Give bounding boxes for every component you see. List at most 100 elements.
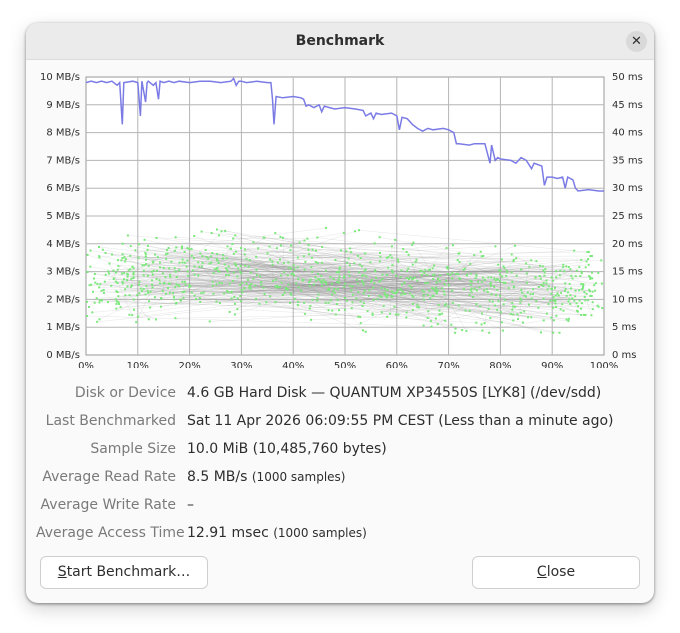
access-point — [271, 260, 274, 263]
seek-line — [165, 274, 288, 294]
seek-line — [392, 290, 423, 297]
seek-line — [318, 269, 431, 280]
access-point — [370, 280, 373, 283]
access-point — [554, 298, 557, 301]
access-point — [410, 286, 413, 289]
access-point — [573, 299, 576, 302]
access-point — [391, 264, 394, 267]
access-point — [543, 274, 546, 277]
seek-line — [99, 299, 340, 311]
access-point — [464, 309, 467, 312]
seek-line — [164, 282, 511, 315]
access-point — [94, 281, 97, 284]
access-point — [470, 291, 473, 294]
seek-line — [392, 264, 443, 289]
access-point — [499, 273, 502, 276]
seek-line — [228, 259, 582, 293]
access-point — [310, 266, 313, 269]
access-point — [96, 283, 99, 286]
access-point — [108, 262, 111, 265]
access-point — [433, 264, 436, 267]
access-point — [405, 316, 408, 319]
access-point — [154, 253, 157, 256]
access-point — [114, 298, 117, 301]
access-point — [517, 318, 520, 321]
close-icon[interactable]: ✕ — [626, 31, 647, 52]
access-point — [138, 283, 141, 286]
access-point — [115, 290, 118, 293]
seek-line — [329, 288, 364, 331]
access-point — [316, 236, 319, 239]
seek-line — [131, 271, 153, 280]
access-point — [311, 248, 314, 251]
access-point — [348, 284, 351, 287]
access-point — [357, 271, 360, 274]
access-point — [158, 279, 161, 282]
access-point — [582, 284, 585, 287]
access-point — [290, 267, 293, 270]
seek-line — [379, 281, 542, 333]
access-point — [499, 294, 502, 297]
seek-line — [349, 275, 567, 297]
access-point — [415, 258, 418, 261]
seek-line — [360, 275, 468, 324]
seek-line — [133, 309, 157, 320]
seek-line — [325, 302, 490, 334]
seek-line — [105, 274, 403, 292]
access-point — [405, 251, 408, 254]
seek-line — [330, 276, 491, 287]
access-point — [473, 287, 476, 290]
seek-line — [358, 272, 449, 307]
access-point — [173, 249, 176, 252]
close-button[interactable]: Close — [472, 556, 640, 589]
access-point — [149, 306, 152, 309]
access-point — [389, 254, 392, 257]
access-point — [126, 275, 129, 278]
seek-line — [325, 276, 401, 283]
seek-line — [127, 273, 584, 288]
seek-line — [279, 259, 299, 303]
access-point — [414, 260, 417, 263]
seek-line — [206, 256, 582, 290]
access-point — [110, 253, 113, 256]
access-point — [243, 253, 246, 256]
seek-line — [152, 262, 188, 272]
access-point — [427, 310, 430, 313]
access-point — [146, 289, 149, 292]
access-point — [487, 307, 490, 310]
access-point — [175, 283, 178, 286]
seek-line — [161, 277, 166, 299]
chart-grid — [86, 77, 604, 355]
access-point — [478, 286, 481, 289]
access-point — [198, 296, 201, 299]
access-point — [274, 232, 277, 235]
access-point — [325, 283, 328, 286]
access-point — [574, 275, 577, 278]
seek-line — [347, 262, 573, 299]
access-point — [125, 279, 128, 282]
seek-line — [124, 256, 589, 260]
seek-line — [517, 266, 530, 320]
access-point — [309, 304, 312, 307]
access-point — [89, 265, 92, 268]
access-point — [182, 296, 185, 299]
access-point — [362, 292, 365, 295]
access-point — [557, 294, 560, 297]
seek-line — [412, 259, 417, 279]
seek-line — [290, 249, 522, 301]
access-point — [104, 273, 107, 276]
access-point — [600, 282, 603, 285]
x-tick-label: 60% — [386, 361, 408, 368]
access-point — [438, 309, 441, 312]
access-point — [290, 273, 293, 276]
access-point — [451, 301, 454, 304]
access-point — [569, 302, 572, 305]
access-point — [554, 302, 557, 305]
start-benchmark-button[interactable]: Start Benchmark… — [40, 556, 208, 589]
access-point — [138, 280, 141, 283]
access-point — [500, 258, 503, 261]
access-point — [445, 303, 448, 306]
seek-line — [88, 258, 127, 308]
access-point — [160, 297, 163, 300]
access-point — [503, 298, 506, 301]
